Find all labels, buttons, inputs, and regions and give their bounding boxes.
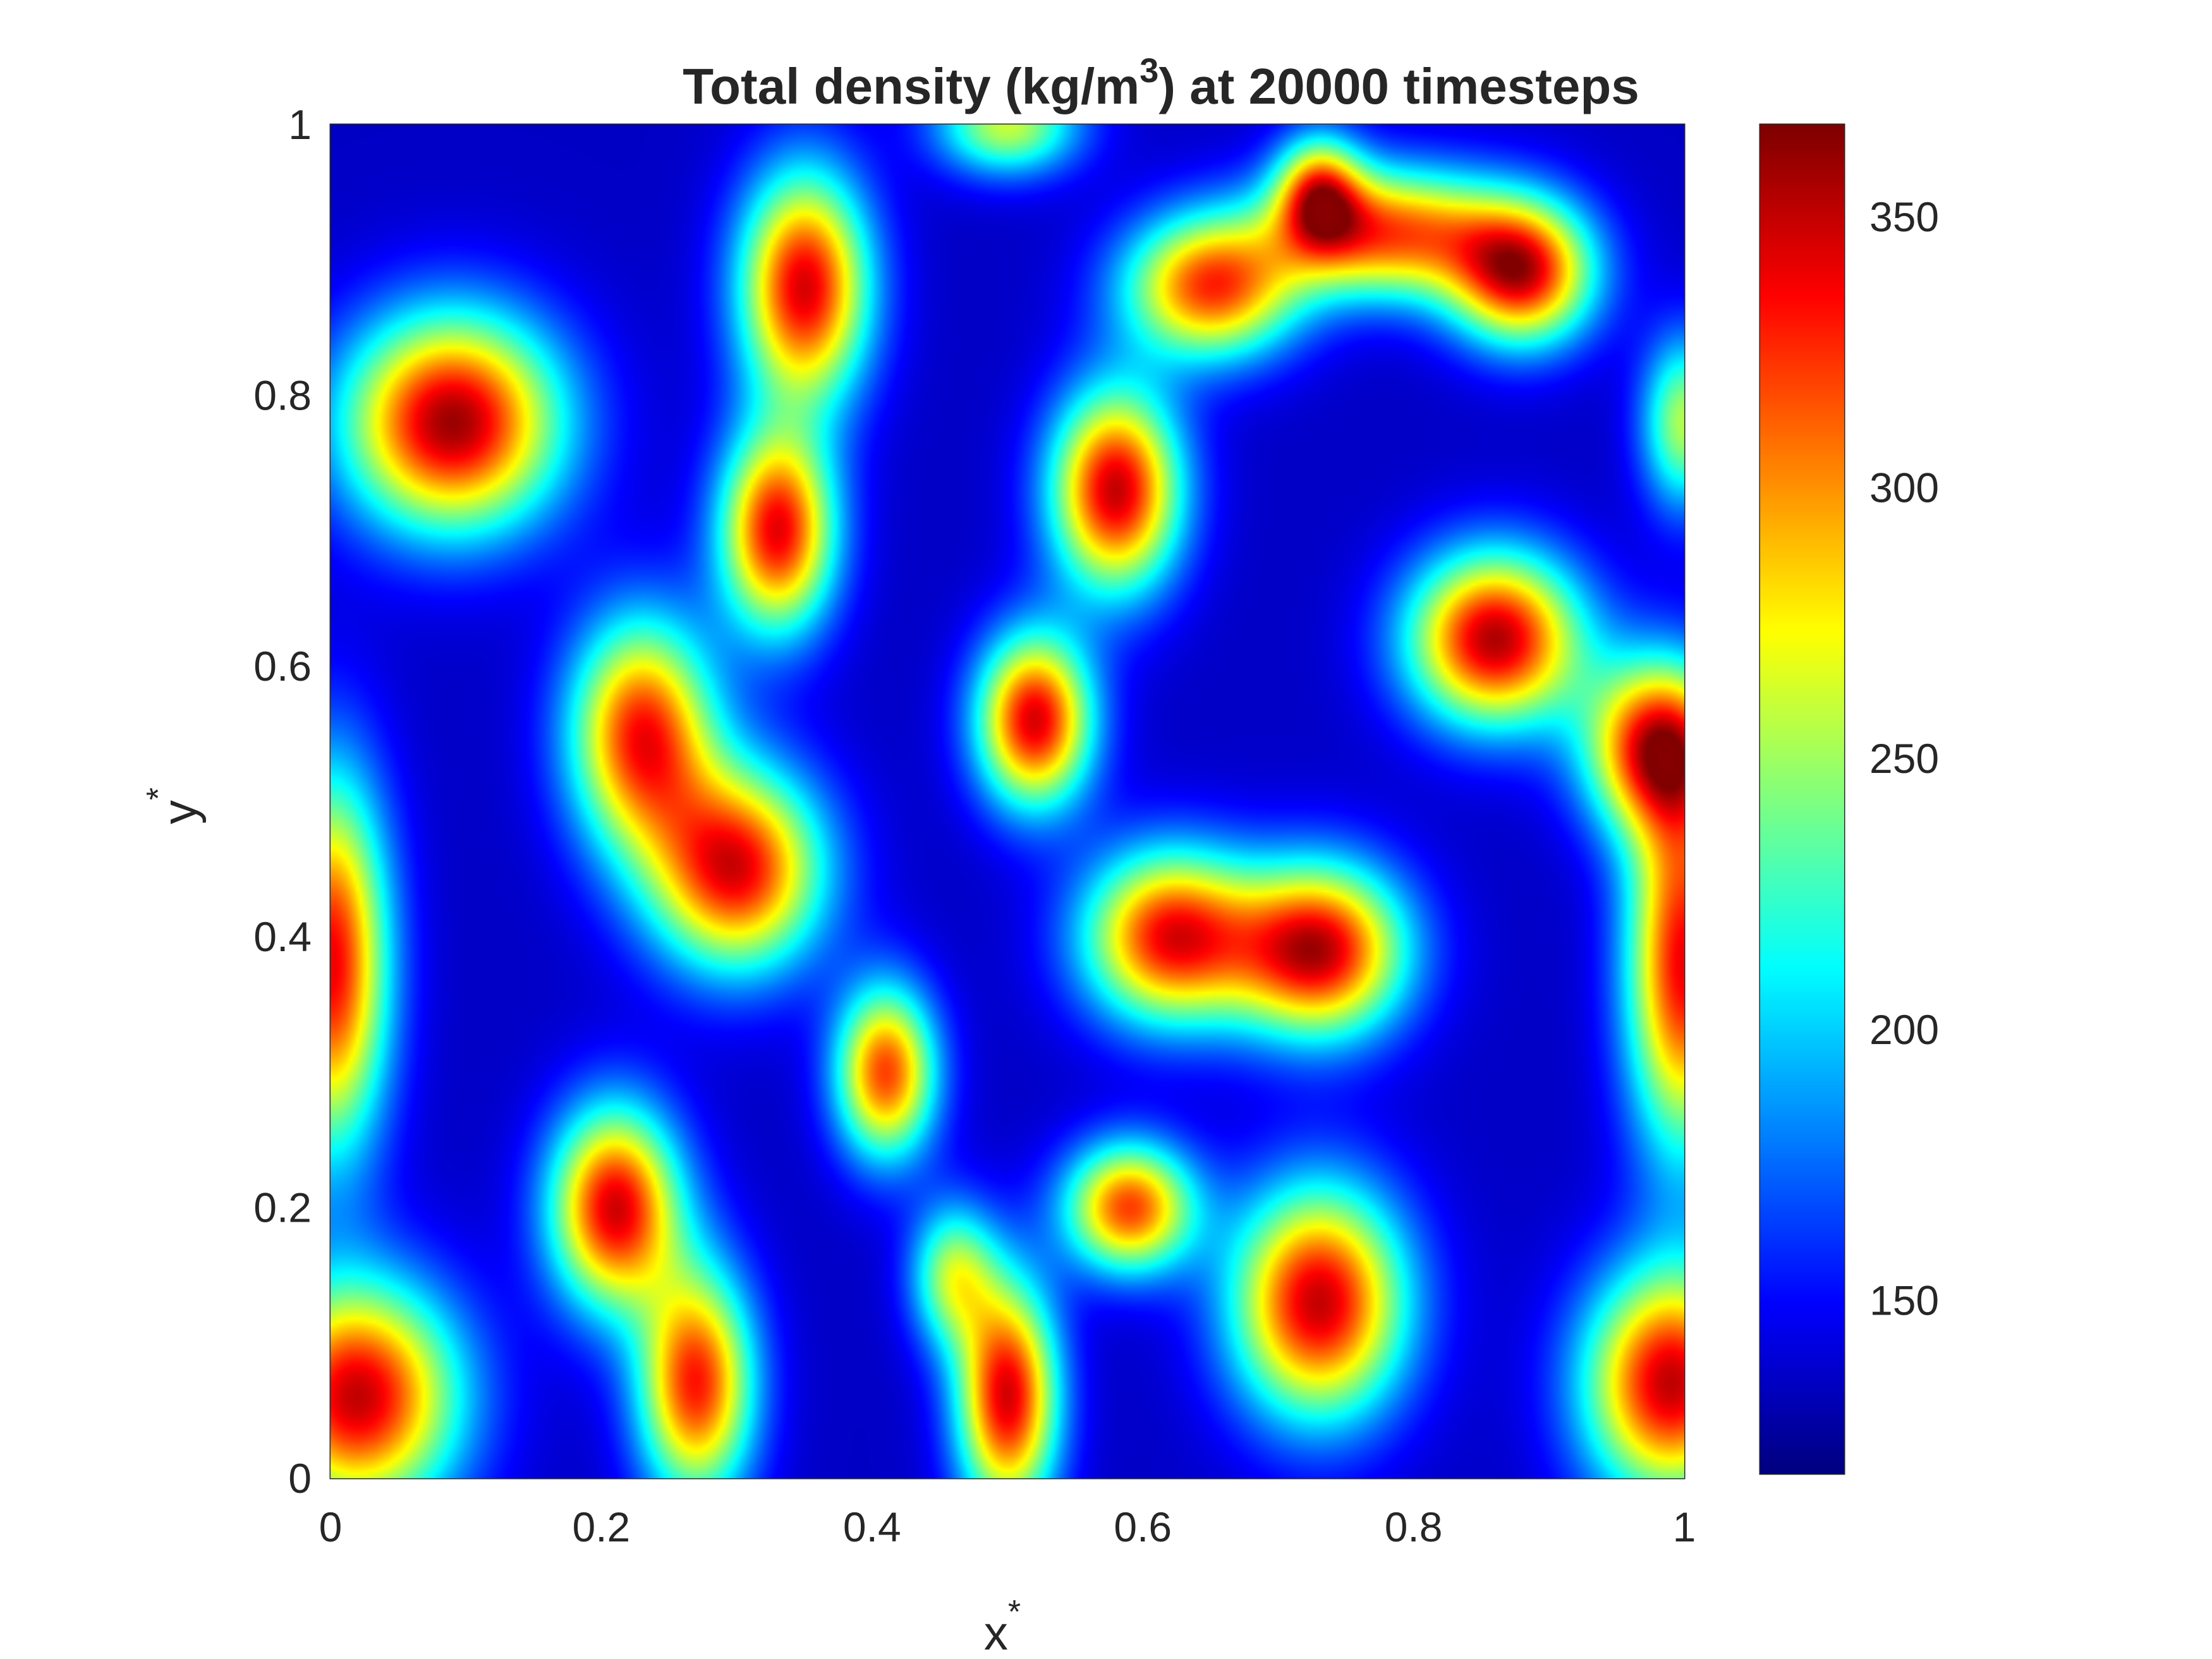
title-rest: ) at 20000 timesteps	[1158, 58, 1639, 114]
x-axis-label-base: x	[984, 1607, 1008, 1659]
y-tick-label: 0.2	[253, 1184, 312, 1231]
colorbar-tick-label: 300	[1869, 464, 1939, 511]
y-tick-label: 0.6	[253, 643, 312, 690]
y-axis-label-base: y	[153, 800, 207, 824]
x-tick-label: 1	[1673, 1504, 1696, 1550]
y-tick-label: 0	[288, 1455, 312, 1502]
title-main: Total density (kg/m	[683, 58, 1139, 114]
colorbar-ticks: 150 200 250 300 350	[1760, 193, 1939, 1324]
y-axis-ticks: 0 0.2 0.4 0.6 0.8 1	[253, 101, 1684, 1502]
x-tick-label: 0.6	[1114, 1504, 1172, 1550]
density-heatmap	[331, 125, 1684, 1478]
x-axis-label: x*	[984, 1594, 1021, 1659]
colorbar	[1760, 125, 1844, 1474]
colorbar-tick-label: 200	[1869, 1006, 1939, 1053]
colorbar-tick-label: 150	[1869, 1277, 1939, 1324]
y-tick-label: 0.4	[253, 913, 312, 960]
x-tick-label: 0.4	[843, 1504, 901, 1550]
y-axis-label-superscript: *	[140, 787, 177, 800]
x-axis-ticks: 0 0.2 0.4 0.6 0.8 1	[319, 125, 1696, 1550]
y-tick-label: 0.8	[253, 372, 312, 418]
x-tick-label: 0.8	[1385, 1504, 1443, 1550]
title-superscript: 3	[1139, 52, 1158, 90]
x-tick-label: 0	[319, 1504, 343, 1550]
x-axis-label-superscript: *	[1008, 1594, 1021, 1631]
y-axis-label: y*	[140, 787, 207, 824]
x-tick-label: 0.2	[573, 1504, 631, 1550]
colorbar-tick-label: 250	[1869, 735, 1939, 782]
chart-title: Total density (kg/m3) at 20000 timesteps	[683, 52, 1639, 114]
y-tick-label: 1	[288, 101, 312, 148]
colorbar-tick-label: 350	[1869, 193, 1939, 240]
